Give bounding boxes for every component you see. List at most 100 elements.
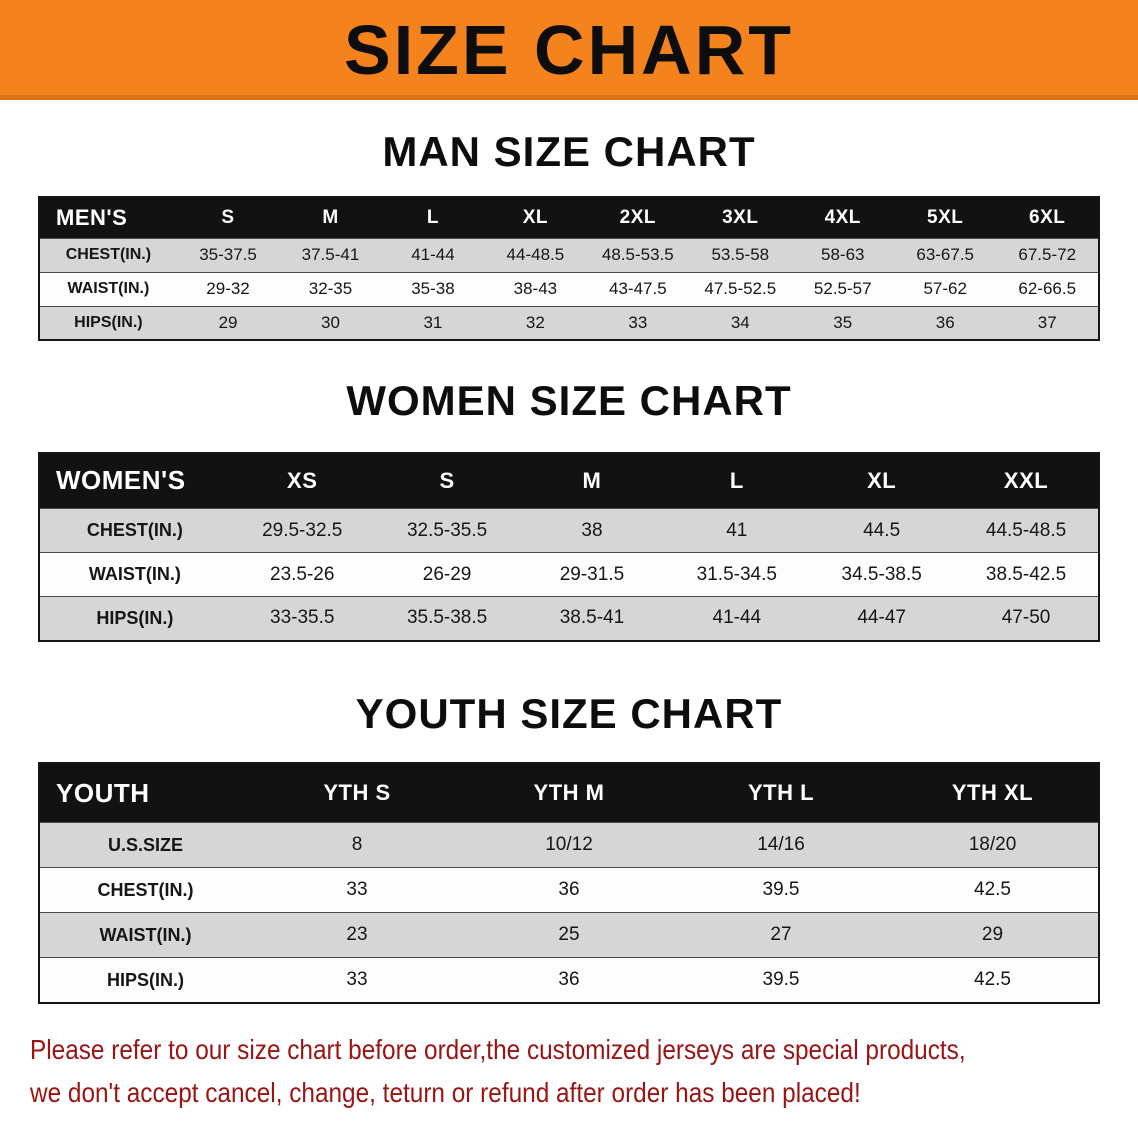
page-title: SIZE CHART [344,11,794,89]
size-value-cell: 32.5-35.5 [406,519,488,541]
size-value-cell: 47.5-52.5 [704,279,777,299]
size-value-cell: 36 [558,879,580,901]
size-value-cell: 42.5 [974,969,1011,991]
size-value-cell: 37 [1037,313,1057,333]
size-value-cell: 38.5-41 [559,607,625,629]
size-value-cell: 23 [346,924,368,946]
size-value-cell: 35-38 [411,279,455,299]
men-section-heading: MAN SIZE CHART [382,128,756,175]
size-chart-sections: MAN SIZE CHART MEN'S S M L XL 2XL 3XL 4XL 5XL 6XL C… [0,128,1138,1004]
size-value-cell: 44-48.5 [506,245,565,265]
size-column-header: YTH XL [887,762,1099,823]
size-value-cell: 34 [730,313,750,333]
row-label: WAIST(IN.) [88,564,181,585]
table-row: U.S.SIZE 8 10/12 14/16 18/20 [39,822,1099,868]
size-value-cell: 31 [423,313,443,333]
size-value-cell: 62-66.5 [1018,279,1077,299]
men-size-table: MEN'S S M L XL 2XL 3XL 4XL 5XL 6XL CHEST(IN.) 35-37… [38,196,1100,342]
size-value-cell: 36 [935,313,955,333]
size-value-cell: 35-37.5 [199,245,257,265]
size-value-cell: 42.5 [974,879,1011,901]
size-column-header: 4XL [791,197,894,239]
table-row: WAIST(IN.) 23.5-26 26-29 29-31.5 31.5-34.5 34… [39,552,1099,597]
size-value-cell: 44.5 [863,519,901,541]
table-title-cell: YOUTH [39,762,251,823]
disclaimer-line-2: we don't accept cancel, change, teturn o… [30,1077,861,1109]
size-column-header: M [519,452,665,509]
size-value-cell: 38 [581,519,603,541]
size-value-cell: 14/16 [757,834,805,856]
size-value-cell: 34.5-38.5 [841,563,922,585]
size-column-header: XS [229,452,375,509]
size-value-cell: 33 [346,969,368,991]
size-value-cell: 41-44 [411,245,455,265]
youth-size-table: YOUTH YTH S YTH M YTH L YTH XL U.S.SIZE 8 10/12… [38,761,1100,1004]
size-value-cell: 39.5 [762,969,800,991]
size-value-cell: 58-63 [821,245,865,265]
size-value-cell: 29 [981,924,1004,946]
size-value-cell: 32-35 [308,279,353,299]
size-value-cell: 38.5-42.5 [985,563,1067,585]
size-value-cell: 25 [558,924,580,946]
table-row: CHEST(IN.) 29.5-32.5 32.5-35.5 38 41 44.5 44.5… [39,508,1099,553]
size-column-header: S [374,452,520,509]
table-header-row: YOUTH YTH S YTH M YTH L YTH XL [39,762,1099,823]
size-column-header: S [176,197,280,239]
size-value-cell: 32 [525,313,545,333]
size-column-header: 3XL [689,197,792,239]
youth-table-head: YOUTH YTH S YTH M YTH L YTH XL [39,762,1099,823]
size-value-cell: 30 [321,313,340,333]
size-value-cell: 41 [726,519,748,541]
size-value-cell: 33 [628,313,648,333]
size-value-cell: 39.5 [762,879,800,901]
size-column-header: L [664,452,810,509]
size-value-cell: 10/12 [545,834,593,856]
table-row: WAIST(IN.) 23 25 27 29 [39,912,1099,958]
row-label: WAIST(IN.) [99,924,192,945]
size-value-cell: 29.5-32.5 [262,519,343,541]
row-label: HIPS(IN.) [106,969,184,990]
size-value-cell: 27 [770,924,792,946]
size-column-header: 6XL [996,197,1099,239]
size-value-cell: 23.5-26 [270,563,335,585]
size-column-header: YTH M [463,762,675,823]
size-value-cell: 41-44 [712,607,762,629]
size-value-cell: 35.5-38.5 [406,607,488,629]
table-header-row: MEN'S S M L XL 2XL 3XL 4XL 5XL 6XL [39,197,1099,239]
men-table-body: CHEST(IN.) 35-37.5 37.5-41 41-44 44-48.5 48.5… [39,238,1099,341]
table-row: CHEST(IN.) 33 36 39.5 42.5 [39,867,1099,913]
row-label: CHEST(IN.) [86,520,183,541]
size-value-cell: 31.5-34.5 [696,563,777,585]
size-value-cell: 29 [218,313,238,333]
size-value-cell: 33 [346,879,368,901]
youth-table-body: U.S.SIZE 8 10/12 14/16 18/20 CHEST(IN.) 33 36 39… [39,822,1099,1003]
size-value-cell: 63-67.5 [916,245,975,265]
table-row: HIPS(IN.) 33 36 39.5 42.5 [39,957,1099,1003]
size-value-cell: 33-35.5 [270,607,335,629]
row-label: HIPS(IN.) [74,314,143,332]
disclaimer: Please refer to our size chart before or… [30,1028,1138,1115]
size-column-header: XL [809,452,955,509]
row-label: WAIST(IN.) [67,280,150,298]
size-value-cell: 29-31.5 [559,563,625,585]
size-column-header: YTH L [675,762,887,823]
size-column-header: YTH S [251,762,463,823]
women-section-heading: WOMEN SIZE CHART [346,377,792,425]
size-value-cell: 18/20 [968,834,1017,856]
size-value-cell: 43-47.5 [609,279,667,299]
women-table-head: WOMEN'S XS S M L XL XXL [39,452,1099,509]
size-value-cell: 57-62 [923,279,967,299]
youth-section: YOUTH SIZE CHART YOUTH YTH S YTH M YTH L YTH … [0,690,1138,1004]
size-value-cell: 29-32 [206,279,250,299]
women-table-body: CHEST(IN.) 29.5-32.5 32.5-35.5 38 41 44.5 44.5… [39,508,1099,641]
size-column-header: M [279,197,382,239]
men-table-head: MEN'S S M L XL 2XL 3XL 4XL 5XL 6XL [39,197,1099,239]
row-label: HIPS(IN.) [96,607,174,628]
size-value-cell: 53.5-58 [711,245,770,265]
banner: SIZE CHART [0,0,1138,100]
table-row: HIPS(IN.) 29 30 31 32 33 34 35 36 37 [39,306,1099,341]
size-value-cell: 44-47 [857,607,906,629]
row-label: CHEST(IN.) [97,879,194,900]
table-row: CHEST(IN.) 35-37.5 37.5-41 41-44 44-48.5 48.5… [39,238,1099,273]
